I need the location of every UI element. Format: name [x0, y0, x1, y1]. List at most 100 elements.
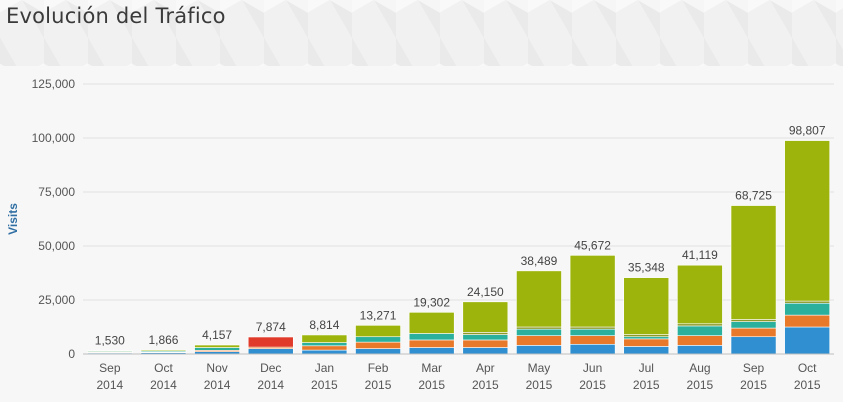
x-tick-label-year: 2015	[472, 378, 499, 392]
x-tick-label-year: 2014	[204, 378, 231, 392]
x-tick-label-year: 2015	[311, 378, 338, 392]
bar-segment	[569, 343, 616, 355]
x-tick-label-year: 2015	[418, 378, 445, 392]
bar-segment	[408, 347, 455, 355]
x-tick-label-month: Aug	[689, 361, 710, 375]
x-tick-label-month: Sep	[743, 361, 765, 375]
x-tick-label-month: Nov	[206, 361, 227, 375]
x-tick-label-month: Dec	[260, 361, 281, 375]
bar-segment	[730, 327, 777, 338]
x-tick-label-month: Mar	[421, 361, 442, 375]
x-tick-label-year: 2015	[633, 378, 660, 392]
bar-segment	[623, 334, 670, 338]
y-tick-label: 100,000	[32, 131, 76, 145]
x-tick-label-month: Oct	[798, 361, 817, 375]
bar-segment	[247, 336, 294, 348]
bar-segment	[623, 346, 670, 355]
bar-segment	[569, 326, 616, 330]
bar-segment	[516, 345, 562, 355]
bar-segment	[462, 339, 509, 348]
x-tick-label-month: Sep	[99, 361, 121, 375]
bar-segment	[408, 339, 455, 348]
bar-segment	[408, 312, 455, 334]
bar-segment	[730, 205, 777, 320]
chart-area: 0 25,000 50,000 75,000 100,000 125,000 Visits 1…	[0, 66, 843, 402]
y-tick-label: 75,000	[38, 185, 75, 199]
bar-segment	[516, 328, 562, 336]
bar-segment	[730, 336, 777, 355]
bar-segment	[677, 345, 723, 355]
bar-segment	[140, 349, 187, 352]
bar-total-label: 41,119	[682, 248, 718, 262]
x-tick-label-month: Feb	[368, 361, 389, 375]
bar-segment	[462, 334, 509, 341]
bar-segment	[194, 347, 240, 351]
bar-total-label: 35,348	[628, 261, 665, 275]
bar-segment	[194, 344, 240, 348]
x-tick-label-month: Jul	[639, 361, 654, 375]
x-tick-label-year: 2015	[579, 378, 606, 392]
x-tick-label-year: 2015	[526, 378, 553, 392]
bar-total-label: 4,157	[202, 328, 232, 342]
x-tick-label-year: 2015	[794, 378, 821, 392]
bar-segment	[623, 338, 670, 347]
bar-segment	[408, 333, 455, 341]
bar-total-label: 8,814	[309, 318, 339, 332]
bar-segment	[677, 335, 723, 346]
traffic-chart: 0 25,000 50,000 75,000 100,000 125,000 Visits 1…	[6, 77, 834, 392]
x-tick-label-year: 2015	[740, 378, 767, 392]
bar-segment	[86, 350, 133, 352]
bar-total-label: 24,150	[467, 285, 504, 299]
bar-segment	[355, 348, 401, 355]
bar-segment	[516, 335, 562, 346]
y-axis-label: Visits	[6, 203, 20, 235]
bar-segment	[355, 336, 401, 343]
bar-segment	[301, 345, 348, 351]
page-title: Evolución del Tráfico	[6, 4, 226, 28]
x-tick-label-month: Apr	[476, 361, 495, 375]
bar-segment	[623, 277, 670, 335]
bar-segment	[569, 328, 616, 336]
x-tick-label-year: 2015	[687, 378, 714, 392]
bar-total-label: 98,807	[789, 124, 826, 138]
bar-segment	[569, 255, 616, 328]
bar-segment	[462, 347, 509, 355]
bar-segment	[569, 335, 616, 345]
x-tick-label-month: Jan	[315, 361, 334, 375]
bar-total-label: 1,530	[95, 334, 125, 348]
bar-total-label: 19,302	[413, 295, 450, 309]
bar-segment	[677, 323, 723, 327]
y-tick-label: 25,000	[38, 293, 75, 307]
bar-segment	[730, 319, 777, 322]
bar-segment	[677, 325, 723, 336]
bar-segment	[462, 332, 509, 335]
bar-total-label: 13,271	[360, 308, 397, 322]
x-tick-label-year: 2015	[365, 378, 392, 392]
bar-segment	[623, 336, 670, 340]
bar-segment	[516, 270, 562, 328]
x-tick-label-month: Oct	[154, 361, 173, 375]
bar-segment	[301, 342, 348, 347]
x-tick-label-year: 2014	[257, 378, 284, 392]
bar-total-label: 68,725	[735, 189, 772, 203]
bar-segment	[784, 314, 831, 328]
bar-segment	[355, 325, 401, 338]
x-tick-label-month: Jun	[583, 361, 602, 375]
y-tick-label: 0	[68, 347, 75, 361]
x-tick-label-year: 2014	[150, 378, 177, 392]
bar-segment	[784, 326, 831, 355]
bar-segment	[301, 349, 348, 355]
bar-total-label: 38,489	[521, 254, 558, 268]
x-tick-label-year: 2014	[96, 378, 123, 392]
bar-segment	[247, 348, 294, 355]
bar-segment	[677, 264, 723, 325]
x-tick-label-month: May	[528, 361, 551, 375]
bar-segment	[355, 341, 401, 349]
bar-segment	[462, 301, 509, 333]
bar-total-label: 1,866	[148, 333, 178, 347]
bar-segment	[784, 140, 831, 302]
bar-segment	[730, 321, 777, 329]
y-tick-label: 50,000	[38, 239, 75, 253]
header-banner: Evolución del Tráfico	[0, 0, 843, 66]
